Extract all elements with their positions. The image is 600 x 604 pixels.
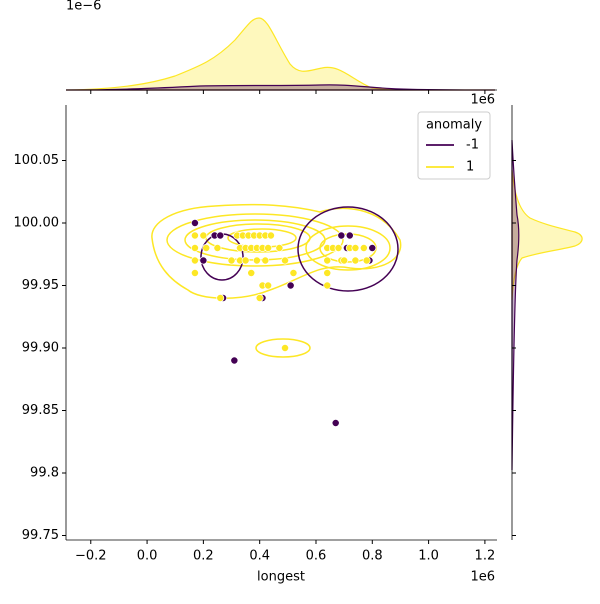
x-tick-label: 0.8	[362, 549, 383, 564]
y-tick-label: 100.05	[14, 153, 60, 168]
x-tick-label: −0.2	[75, 549, 107, 564]
marginal-kde	[511, 169, 583, 301]
x-tick-label: 0.0	[137, 549, 158, 564]
point	[281, 344, 289, 352]
legend-label: 1	[466, 160, 474, 175]
point	[216, 231, 225, 240]
point	[199, 256, 208, 265]
x-tick-label: 1.2	[475, 549, 496, 564]
point	[340, 256, 349, 265]
point	[190, 219, 199, 227]
point	[351, 256, 360, 265]
point	[351, 244, 360, 252]
point	[289, 269, 298, 277]
x-tick-label: 1.0	[418, 549, 439, 564]
point	[190, 244, 199, 252]
y-tick-label: 100.00	[14, 216, 60, 231]
point	[281, 256, 289, 265]
marginal-kde	[511, 139, 520, 471]
point	[345, 231, 354, 240]
legend-label: -1	[466, 138, 479, 153]
y-tick-label: 99.95	[22, 278, 59, 293]
point	[216, 294, 225, 302]
point	[264, 281, 273, 290]
x-tick-label: 0.4	[249, 549, 270, 564]
point	[190, 256, 199, 265]
point	[368, 244, 377, 252]
point	[213, 244, 222, 252]
point	[331, 419, 340, 427]
point	[261, 256, 270, 265]
point	[362, 256, 371, 265]
point	[323, 256, 332, 265]
point	[275, 244, 284, 252]
marginal-kde	[65, 17, 496, 91]
y-tick-label: 99.75	[22, 528, 59, 543]
y-tick-label: 99.85	[22, 403, 59, 418]
x-tick-label: 0.2	[193, 549, 214, 564]
point	[334, 244, 343, 252]
marginal-offset: 1e−6	[66, 0, 101, 14]
x-label: longest	[257, 570, 305, 585]
point	[266, 231, 275, 240]
point	[247, 269, 256, 277]
point	[323, 281, 332, 290]
kde-contours	[151, 203, 402, 358]
point	[199, 231, 208, 240]
x-tick-label: 0.6	[306, 549, 327, 564]
point	[190, 231, 199, 240]
x-offset: 1e6	[470, 570, 495, 585]
point	[202, 244, 211, 252]
point	[255, 294, 264, 302]
point	[252, 256, 261, 265]
legend: anomaly -1 1	[417, 111, 491, 180]
y-tick-label: 99.8	[30, 466, 59, 481]
y-offset: 1e6	[470, 93, 495, 108]
point	[241, 256, 250, 265]
point	[190, 269, 199, 277]
point	[286, 281, 295, 290]
point	[323, 269, 332, 277]
point	[227, 256, 236, 265]
point	[264, 244, 273, 252]
legend-title: anomaly	[426, 118, 482, 133]
point	[359, 244, 368, 252]
point	[230, 356, 239, 365]
y-tick-label: 99.90	[22, 341, 59, 356]
point	[337, 231, 346, 240]
